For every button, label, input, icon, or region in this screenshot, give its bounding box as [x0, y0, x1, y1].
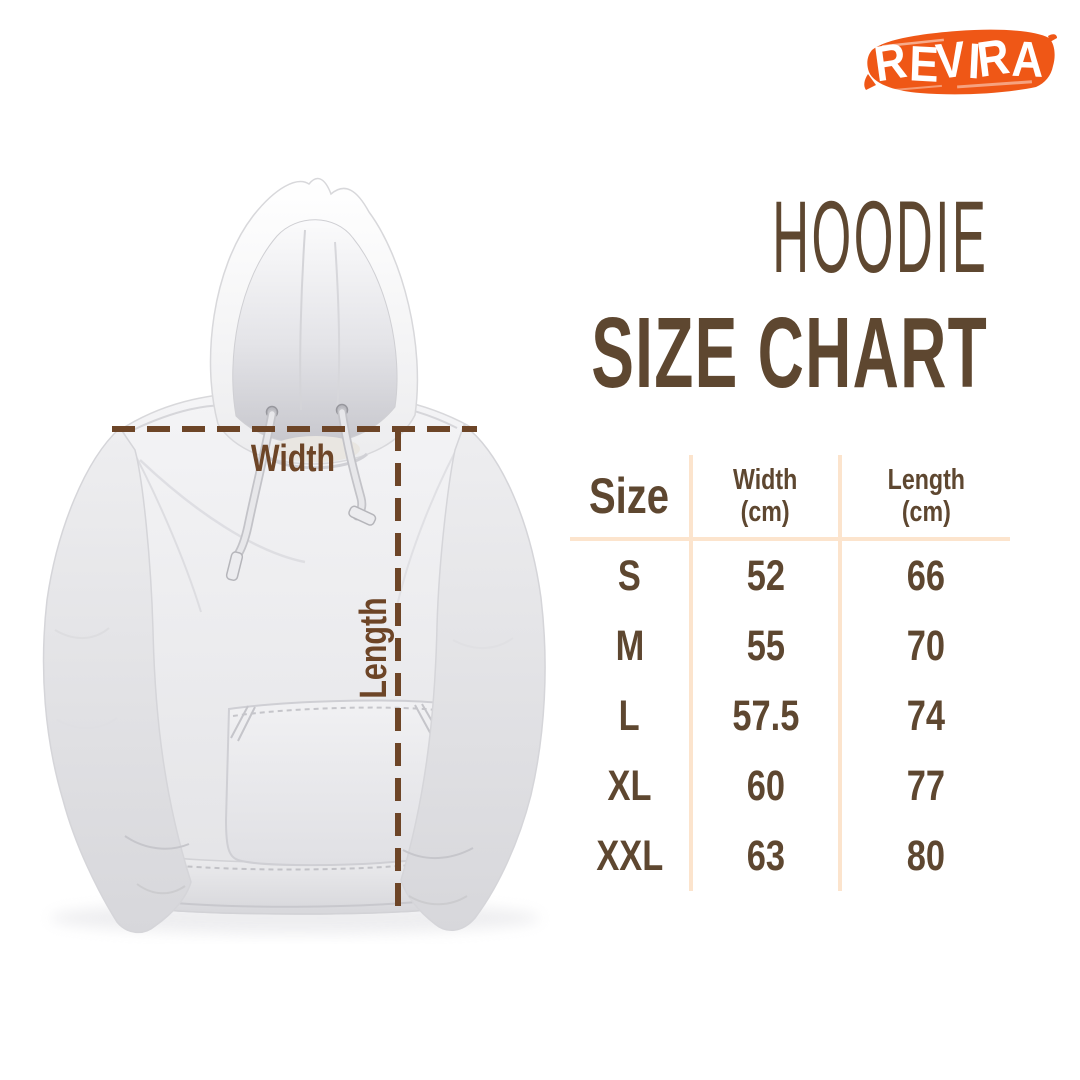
table-row-width-value: 57.5 [693, 681, 842, 751]
table-row-width-value: 63 [693, 821, 842, 891]
drawstrings [225, 403, 377, 581]
column-header-width: Width (cm) [693, 455, 842, 541]
table-row-length-value: 80 [906, 831, 946, 880]
product-title: HOODIE [771, 180, 988, 294]
table-row-length-value: 70 [906, 621, 946, 670]
length-measure-label: Length [353, 597, 395, 699]
left-sleeve [42, 426, 192, 934]
aglet-right [348, 505, 377, 526]
size-table: Size Width (cm) Length (cm) S 52 66 M 55… [570, 455, 1010, 891]
table-row-width-value: 60 [693, 751, 842, 821]
hoodie-product-image [42, 177, 546, 934]
table-row-length-value: 66 [906, 551, 946, 600]
width-measure-label: Width [250, 438, 336, 480]
table-row-width-value: 52 [693, 541, 842, 611]
aglet-left [225, 551, 244, 581]
table-row-size-label: XXL [570, 821, 693, 891]
brand-logo: REVIRA [864, 25, 1057, 95]
hood [209, 177, 419, 470]
table-row-size-label: S [570, 541, 693, 611]
width-measure-line [112, 426, 477, 432]
column-header-length: Length (cm) [842, 455, 1010, 541]
brand-logo-text: REVIRA [871, 25, 1047, 95]
table-row-length-value: 77 [906, 761, 946, 810]
size-chart-title: SIZE CHART [591, 297, 988, 409]
length-measure-line [395, 428, 401, 917]
brush-stroke-background [864, 29, 1057, 95]
table-row-size-label: M [570, 611, 693, 681]
table-row-width-value: 55 [693, 611, 842, 681]
inner-neck [272, 436, 360, 462]
column-header-size: Size [570, 455, 693, 541]
table-row-size-label: L [570, 681, 693, 751]
table-row-size-label: XL [570, 751, 693, 821]
right-sleeve [400, 423, 546, 931]
table-row-length-value: 74 [906, 691, 946, 740]
